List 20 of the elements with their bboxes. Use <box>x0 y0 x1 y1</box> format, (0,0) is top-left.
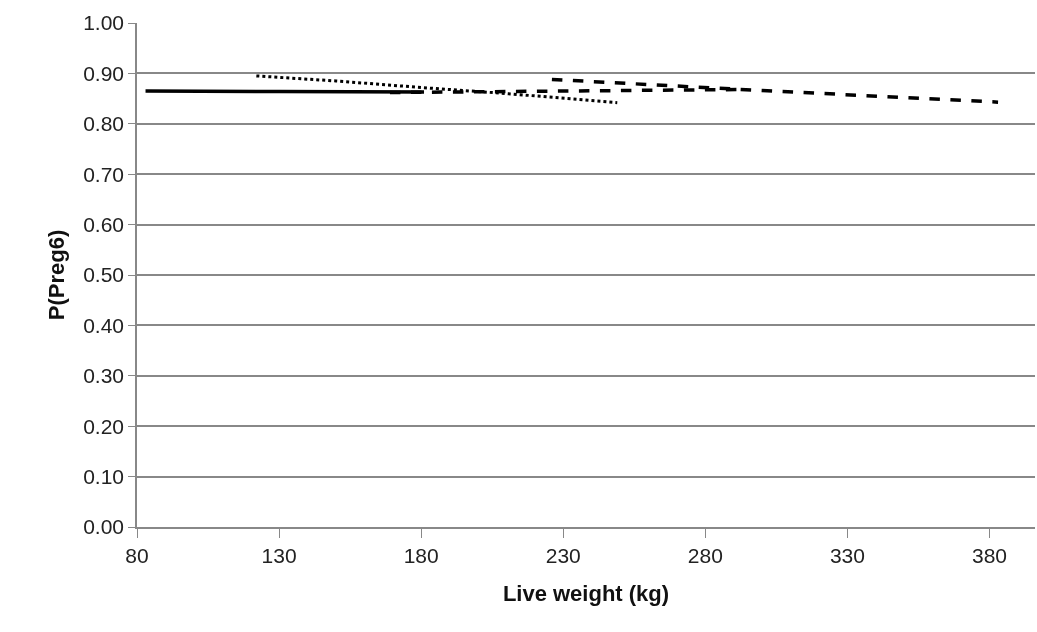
x-tick-label: 230 <box>545 543 581 567</box>
y-tick-label: 0.40 <box>83 313 125 337</box>
x-tick-label: 380 <box>972 543 1008 567</box>
y-tick-label: 0.60 <box>83 212 125 236</box>
x-tick-label: 330 <box>829 543 865 567</box>
x-tick-label: 130 <box>261 543 297 567</box>
y-tick-label: 0.10 <box>83 464 125 488</box>
y-tick-label: 0.50 <box>83 263 125 287</box>
y-tick-label: 0.30 <box>83 364 125 388</box>
y-tick-label: 0.20 <box>83 414 125 438</box>
y-tick-label: 0.00 <box>83 515 125 539</box>
x-tick-label: 280 <box>687 543 723 567</box>
y-tick-label: 0.70 <box>83 162 125 186</box>
y-axis-title: P(Preg6) <box>44 229 70 321</box>
x-tick-label: 80 <box>125 543 149 567</box>
y-tick-label: 0.80 <box>83 112 125 136</box>
x-tick-label: 180 <box>403 543 439 567</box>
x-axis-title: Live weight (kg) <box>502 581 670 607</box>
y-tick-label: 0.90 <box>83 61 125 85</box>
y-tick-label: 1.00 <box>83 11 125 35</box>
